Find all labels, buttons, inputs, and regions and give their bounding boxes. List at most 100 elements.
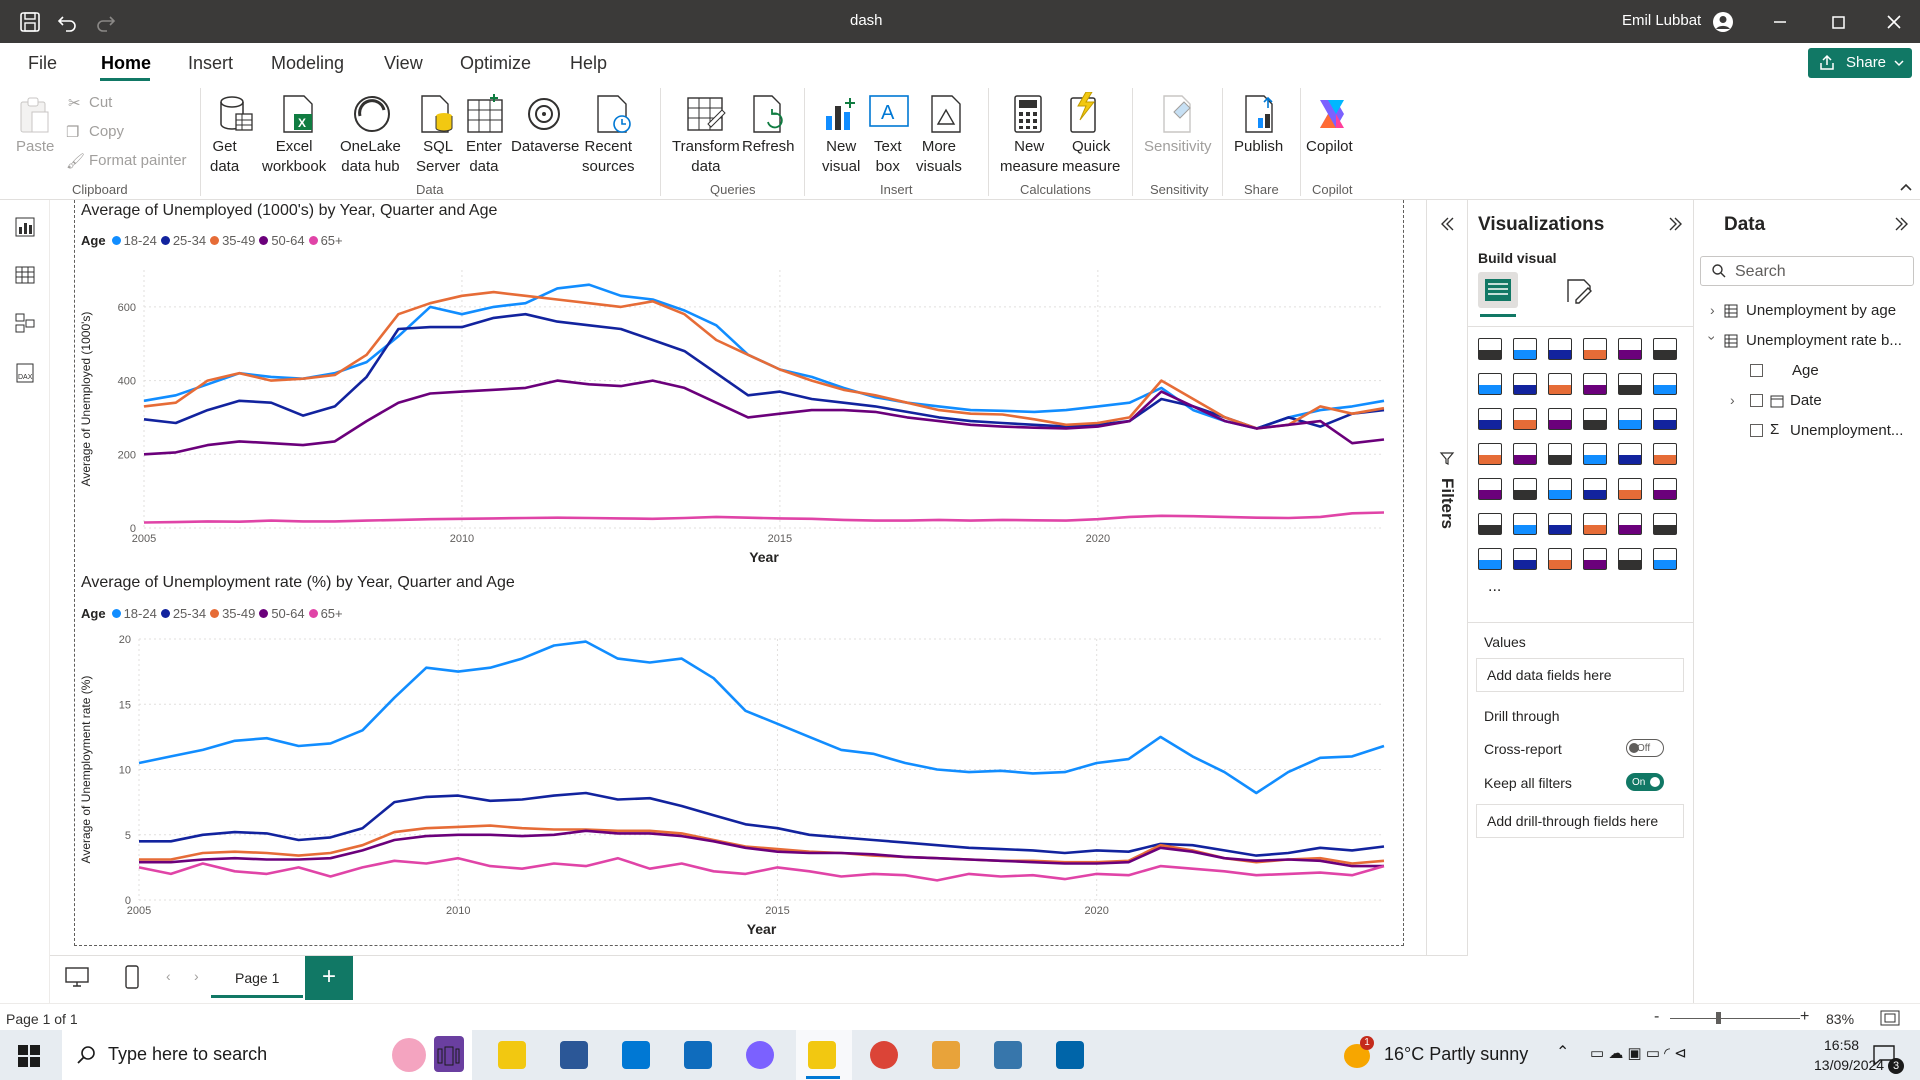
undo-icon[interactable] [55,10,79,34]
menu-home[interactable]: Home [101,53,152,73]
viz-treemap-icon[interactable] [1478,443,1502,465]
viz-stacked-area-icon[interactable] [1548,373,1572,395]
format-visual-icon[interactable] [1564,276,1594,306]
chart2-legend[interactable]: Age 18-24 25-34 35-49 50-64 65+ [81,606,347,621]
menu-help[interactable]: Help [570,53,608,73]
legend-item-35-49[interactable]: 35-49 [210,233,255,248]
legend-item-65plus[interactable]: 65+ [308,233,343,248]
menu-insert[interactable]: Insert [188,53,234,73]
chart1-unemployed[interactable]: 0 200 400 600 2005 2010 2015 2020 Year Average of… [74,250,1404,570]
more-visuals-ellipsis[interactable]: ... [1488,578,1502,595]
close-icon[interactable] [1882,10,1906,34]
viz-stacked-bar-icon[interactable] [1478,338,1502,360]
taskbar-search-box[interactable]: Type here to search [62,1030,472,1080]
series-line-25-34[interactable] [143,312,1385,430]
viz-waterfall-icon[interactable] [1618,373,1642,395]
viz-matrix-icon[interactable] [1618,478,1642,500]
filters-label[interactable]: Filters [1438,478,1457,530]
menu-view[interactable]: View [384,53,423,73]
viz-trophy-icon[interactable] [1653,513,1677,535]
fit-to-page-icon[interactable] [1880,1010,1900,1026]
legend-item-35-49[interactable]: 35-49 [210,606,255,621]
new-measure-button[interactable]: New measure [1000,138,1059,175]
legend-item-65plus[interactable]: 65+ [308,606,343,621]
enter-data-button[interactable]: Enter data [466,138,502,175]
viz-gauge-icon[interactable] [1618,443,1642,465]
collapse-right-icon[interactable] [1668,216,1684,232]
clock-time[interactable]: 16:58 [1824,1037,1860,1053]
new-visual-button[interactable]: New visual [822,138,861,175]
quick-measure-button[interactable]: Quick measure [1062,138,1121,175]
series-line-50-64[interactable] [143,379,1385,456]
viz-decomposition-tree-icon[interactable] [1548,513,1572,535]
zoom-slider-thumb[interactable] [1716,1012,1721,1024]
text-box-button[interactable]: Text box [874,138,902,175]
build-visual-tab[interactable] [1478,272,1518,308]
series-line-35-49[interactable] [139,824,1385,865]
transform-data-button[interactable]: Transform data [672,138,740,175]
table-unemployment-rate[interactable]: › Unemployment rate b... [1704,332,1920,356]
report-view-icon[interactable] [14,216,36,238]
legend-item-50-64[interactable]: 50-64 [259,606,305,621]
filters-pane-collapsed[interactable]: Filters [1426,200,1468,957]
viz-multi-row-card-icon[interactable] [1478,478,1502,500]
chrome-icon[interactable] [870,1041,898,1069]
viz-qa-icon[interactable] [1583,513,1607,535]
viz-kpi-icon[interactable] [1513,478,1537,500]
add-page-button[interactable]: + [305,956,353,1000]
maximize-icon[interactable] [1826,10,1850,34]
table-view-icon[interactable] [14,264,36,286]
chevron-right-icon[interactable]: › [1730,392,1735,408]
viz-ribbon-icon[interactable] [1583,373,1607,395]
viz-100-bar-icon[interactable] [1618,338,1642,360]
cross-report-toggle[interactable]: Off [1626,739,1664,757]
legend-item-50-64[interactable]: 50-64 [259,233,305,248]
legend-item-18-24[interactable]: 18-24 [111,233,157,248]
user-name[interactable]: Emil Lubbat [1622,12,1702,29]
file-explorer-icon[interactable] [498,1041,526,1069]
legend-item-25-34[interactable]: 25-34 [160,606,206,621]
power-bi-icon[interactable] [808,1041,836,1069]
viz-table-icon[interactable] [1583,478,1607,500]
collapse-ribbon-icon[interactable] [1900,182,1912,192]
save-icon[interactable] [18,10,42,34]
next-page-icon[interactable]: › [194,968,199,984]
menu-optimize[interactable]: Optimize [460,53,532,73]
mail-icon[interactable] [622,1041,650,1069]
dax-query-view-icon[interactable]: DAX [14,362,36,384]
windows-start-icon[interactable] [18,1045,40,1067]
zoom-slider[interactable] [1670,1018,1800,1019]
collapse-left-icon[interactable] [1439,216,1455,232]
microsoft-store-icon[interactable] [560,1041,588,1069]
viz-power-automate-icon[interactable] [1653,548,1677,570]
viz-100-column-icon[interactable] [1653,338,1677,360]
viz-funnel-icon[interactable] [1513,408,1537,430]
viz-filled-map-icon[interactable] [1548,443,1572,465]
chart2-unemployment-rate[interactable]: 0 5 10 15 20 2005 2010 2015 2020 Year Average of U… [74,622,1404,947]
data-search-input[interactable]: Search [1700,256,1914,286]
dataverse-button[interactable]: Dataverse [511,138,580,155]
chevron-up-icon[interactable]: ⌃ [1556,1044,1570,1061]
menu-file[interactable]: File [28,53,58,73]
viz-r-script-icon[interactable] [1653,478,1677,500]
paste-button[interactable]: Paste [16,138,55,155]
series-line-35-49[interactable] [143,290,1385,430]
viz-map-icon[interactable] [1513,443,1537,465]
viz-power-apps-icon[interactable] [1583,548,1607,570]
viz-line-clustered-column-icon[interactable] [1653,373,1677,395]
cut-button[interactable]: Cut [89,94,113,111]
viz-key-influencers-icon[interactable] [1513,513,1537,535]
zoom-in-button[interactable]: + [1800,1008,1810,1025]
menu-modeling[interactable]: Modeling [271,53,345,73]
series-line-25-34[interactable] [139,791,1385,857]
viz-new-card-icon[interactable] [1513,548,1537,570]
tab-page-1[interactable]: Page 1 [211,958,303,998]
viz-stacked-column-icon[interactable] [1513,338,1537,360]
field-unemployment[interactable]: Σ Unemployment... [1750,421,1920,446]
series-line-50-64[interactable] [139,829,1384,868]
keep-all-filters-toggle[interactable]: On [1626,773,1664,791]
chevron-right-icon[interactable]: › [1710,302,1715,318]
series-line-18-24[interactable] [138,640,1385,795]
prev-page-icon[interactable]: ‹ [166,968,171,984]
field-checkbox[interactable] [1750,364,1763,377]
